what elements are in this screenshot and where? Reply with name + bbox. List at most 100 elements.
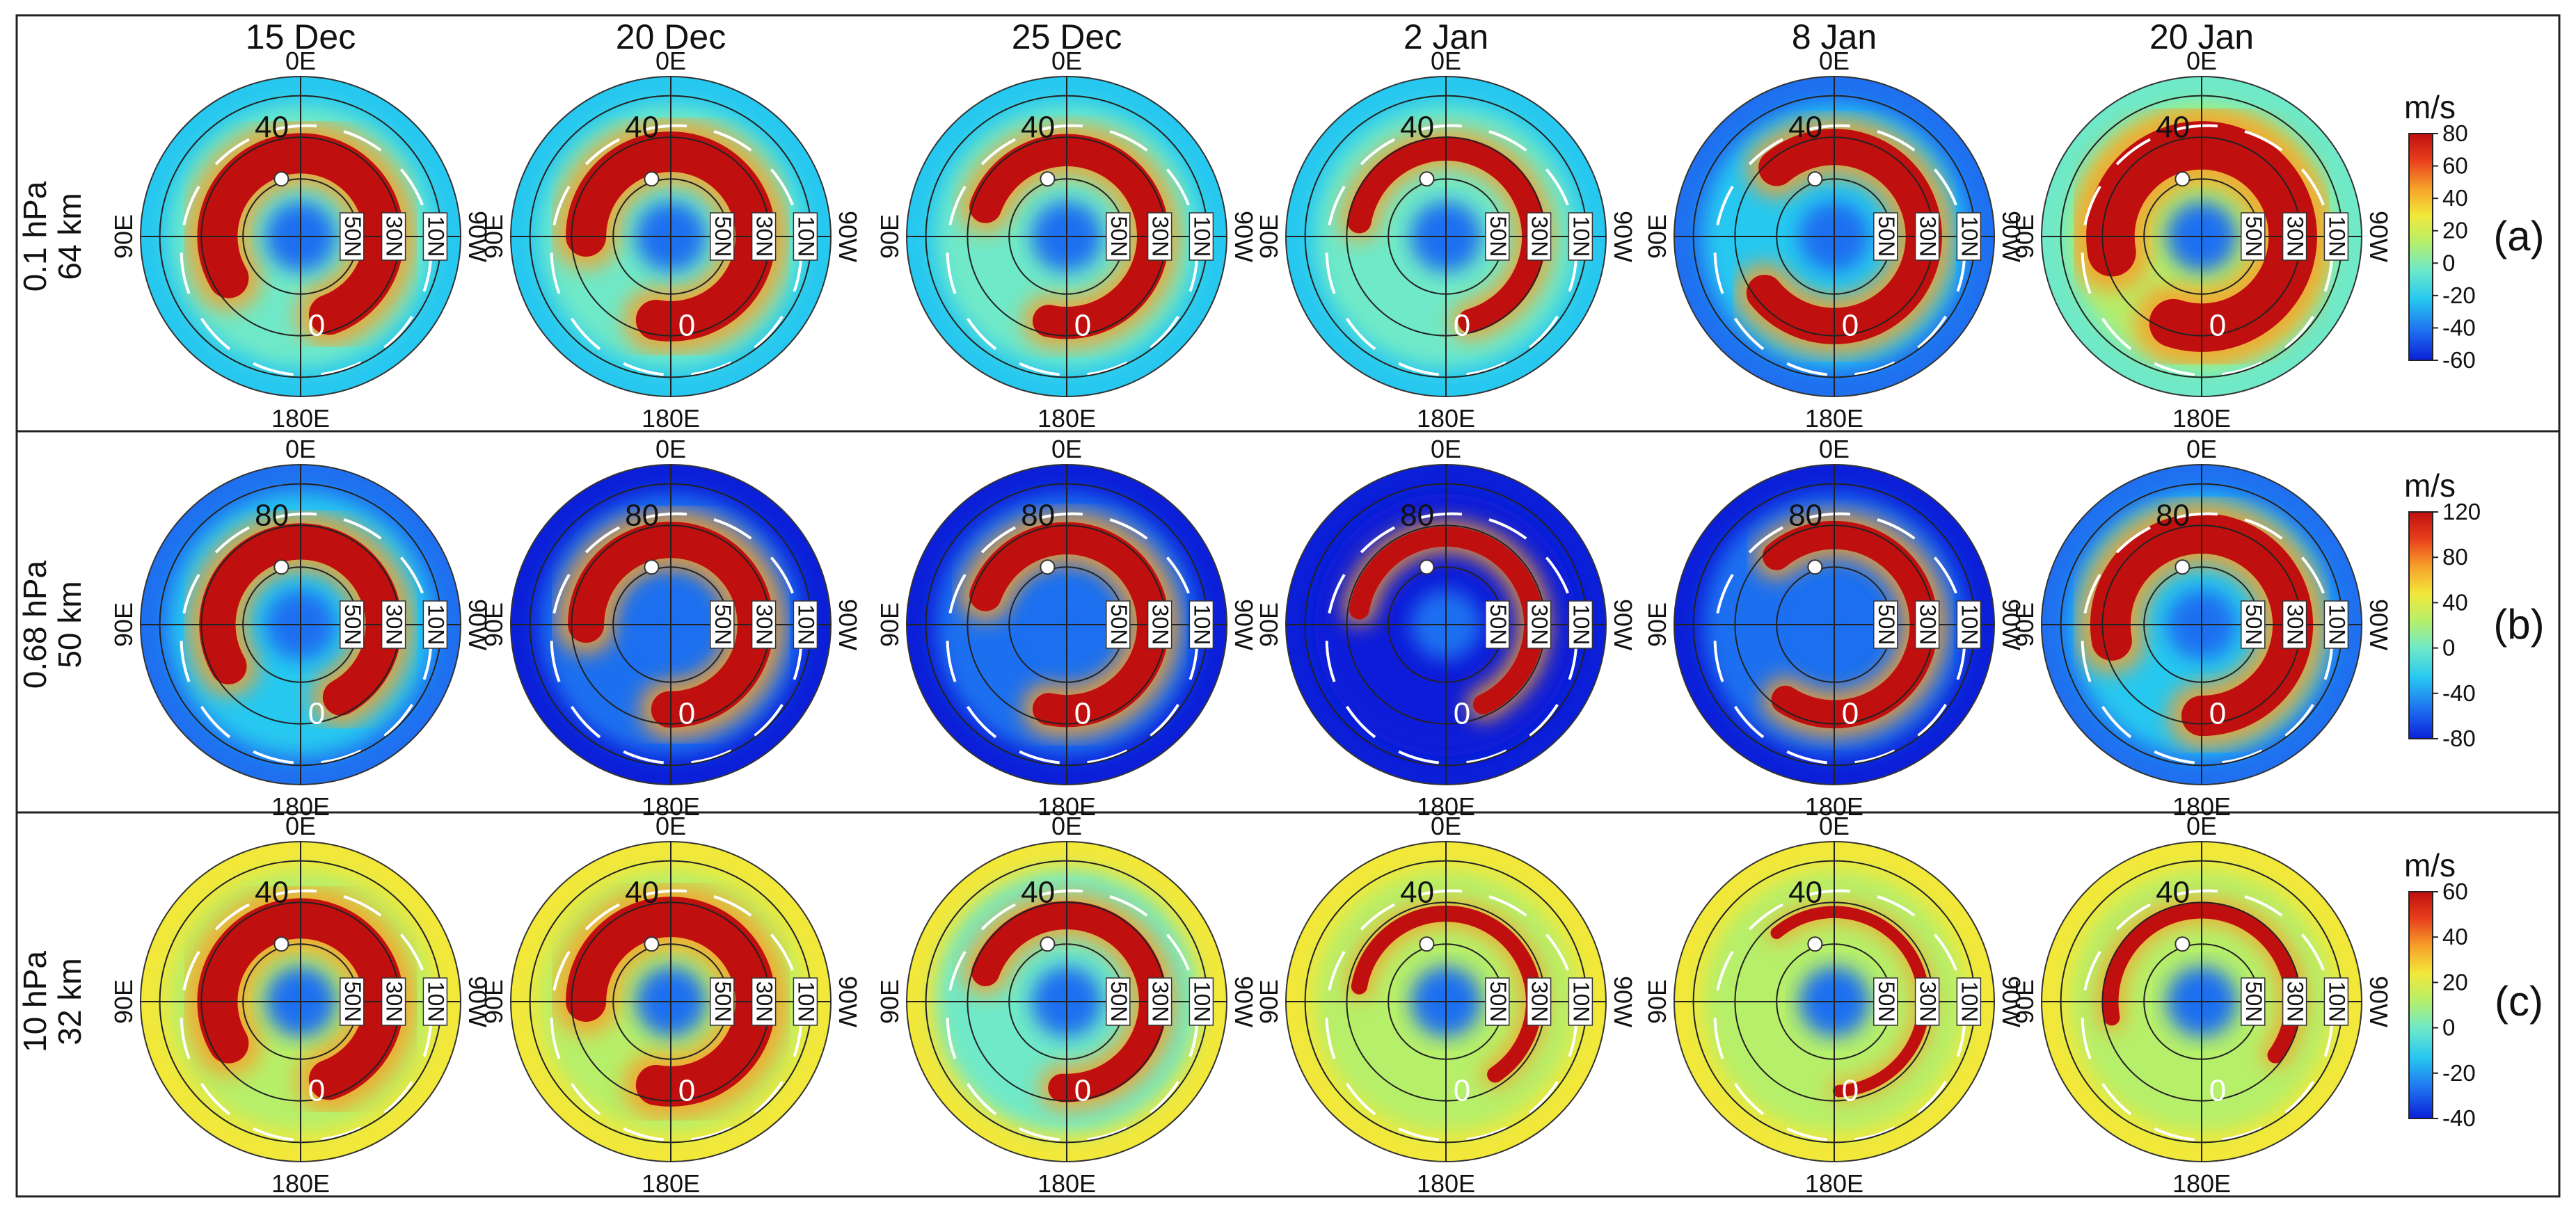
- lat-label: 30N: [2282, 212, 2308, 261]
- panel-letter: (a): [2493, 213, 2544, 259]
- lat-label: 50N: [1106, 977, 1131, 1026]
- lon-label-left: 90E: [109, 214, 138, 259]
- zero-contour-label: 0: [308, 697, 325, 731]
- lat-label: 50N: [340, 977, 365, 1026]
- lon-label-top: 0E: [1431, 47, 1461, 75]
- contour-label: 80: [1400, 498, 1434, 532]
- jet-core: [568, 522, 774, 728]
- colorbar-tick-label: 120: [2442, 499, 2481, 524]
- location-marker: [1807, 559, 1823, 575]
- lat-label: 10N: [793, 977, 818, 1026]
- altitude-label: 50 km: [51, 581, 88, 668]
- lat-label: 10N: [2323, 600, 2349, 649]
- svg-text:30N: 30N: [1148, 604, 1173, 645]
- date-label: 2 Jan: [1404, 17, 1488, 56]
- contour-label: 40: [255, 875, 289, 909]
- colorbar-tick-label: 0: [2442, 1015, 2455, 1041]
- colorbar-unit: m/s: [2404, 847, 2456, 883]
- jet-core: [2086, 121, 2317, 352]
- colorbar-tick-label: -40: [2442, 680, 2476, 706]
- lon-label-bottom: 180E: [1417, 404, 1475, 433]
- lon-label-left: 90E: [479, 979, 508, 1024]
- panel-letter: (b): [2493, 601, 2544, 648]
- lat-label: 30N: [1914, 212, 1941, 261]
- polar-map: 0E 180E 90E 90W 50N 30N 10N 80 0: [109, 435, 492, 821]
- lon-label-right: 90W: [463, 211, 492, 262]
- colorbar-tick-label: 40: [2442, 185, 2468, 211]
- svg-text:50N: 50N: [1106, 981, 1131, 1022]
- svg-text:50N: 50N: [2241, 981, 2266, 1022]
- colorbar-tick-label: 40: [2442, 589, 2468, 615]
- lon-label-left: 90E: [1255, 214, 1283, 259]
- lat-label: 10N: [422, 212, 448, 261]
- date-label: 15 Dec: [246, 17, 356, 56]
- lon-label-top: 0E: [285, 812, 316, 840]
- polar-map: 0E 180E 90E 90W 50N 30N 10N 80 0: [875, 435, 1258, 821]
- svg-text:30N: 30N: [2283, 604, 2308, 645]
- jet-core: [566, 131, 776, 342]
- colorbar-unit: m/s: [2404, 467, 2456, 504]
- jet-core: [969, 522, 1170, 728]
- lon-label-right: 90W: [463, 599, 492, 650]
- polar-map: 0E 180E 90E 90W 50N 30N 10N 40 0: [2010, 812, 2393, 1198]
- lon-label-left: 90E: [1643, 979, 1671, 1024]
- svg-text:10N: 10N: [1568, 216, 1593, 257]
- svg-text:30N: 30N: [1148, 216, 1173, 257]
- zero-contour-label: 0: [1454, 309, 1470, 343]
- polar-map: 0E 180E 90E 90W 50N 30N 10N 40 0: [875, 812, 1258, 1198]
- svg-text:50N: 50N: [340, 216, 365, 257]
- zero-contour-label: 0: [678, 1074, 695, 1108]
- lat-label: 50N: [1873, 977, 1899, 1026]
- zero-contour-label: 0: [1842, 697, 1859, 731]
- svg-text:30N: 30N: [2283, 981, 2308, 1022]
- contour-label: 80: [1021, 498, 1055, 532]
- svg-text:30N: 30N: [2283, 216, 2308, 257]
- location-marker: [2175, 171, 2191, 187]
- lon-label-top: 0E: [1051, 435, 1082, 463]
- location-marker: [644, 171, 660, 187]
- colorbar-tick-label: 80: [2442, 544, 2468, 570]
- lat-label: 50N: [1873, 212, 1899, 261]
- polar-map: 0E 180E 90E 90W 50N 30N 10N 40 0: [109, 812, 492, 1198]
- date-label: 20 Jan: [2149, 17, 2254, 56]
- polar-map: 0E 180E 90E 90W 50N 30N 10N 40 0: [1255, 812, 1637, 1198]
- svg-text:10N: 10N: [1189, 981, 1214, 1022]
- svg-text:50N: 50N: [1486, 981, 1511, 1022]
- lat-label: 30N: [751, 977, 777, 1026]
- location-marker: [273, 936, 289, 952]
- svg-text:30N: 30N: [382, 216, 407, 257]
- polar-map: 0E 180E 90E 90W 50N 30N 10N 80 0: [2010, 435, 2393, 821]
- lat-label: 10N: [1956, 977, 1982, 1026]
- contour-label: 40: [625, 875, 659, 909]
- contour-label: 80: [625, 498, 659, 532]
- svg-text:10N: 10N: [793, 981, 818, 1022]
- lat-label: 30N: [1147, 977, 1173, 1026]
- zero-contour-label: 0: [1454, 697, 1470, 731]
- lon-label-right: 90W: [2364, 976, 2393, 1027]
- lon-label-left: 90E: [109, 979, 138, 1024]
- jet-core: [566, 897, 776, 1107]
- lon-label-top: 0E: [1431, 435, 1461, 463]
- svg-text:10N: 10N: [1957, 604, 1982, 645]
- zero-contour-label: 0: [1842, 1074, 1859, 1108]
- lat-label: 10N: [793, 600, 818, 649]
- colorbar-tick-label: 20: [2442, 969, 2468, 995]
- lon-label-bottom: 180E: [642, 1169, 700, 1198]
- jet-core: [1351, 905, 1543, 1083]
- lon-label-bottom: 180E: [271, 404, 330, 433]
- jet-core: [2090, 513, 2314, 737]
- zero-contour-label: 0: [678, 309, 695, 343]
- jet-core: [199, 523, 402, 716]
- lon-label-left: 90E: [2010, 979, 2039, 1024]
- svg-text:10N: 10N: [423, 216, 448, 257]
- lon-label-left: 90E: [875, 979, 904, 1024]
- lon-label-left: 90E: [1255, 602, 1283, 647]
- lon-label-bottom: 180E: [1037, 404, 1096, 433]
- contour-label: 80: [1788, 498, 1822, 532]
- lon-label-right: 90W: [834, 976, 862, 1027]
- contour-label: 80: [2156, 498, 2190, 532]
- lon-label-right: 90W: [1997, 976, 2026, 1027]
- location-marker: [2175, 936, 2191, 952]
- colorbar-tick-label: 40: [2442, 924, 2468, 949]
